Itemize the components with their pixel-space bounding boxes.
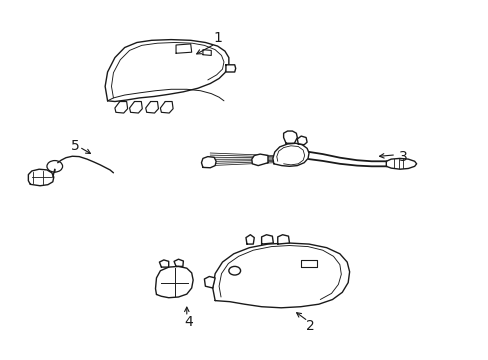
Polygon shape bbox=[297, 136, 306, 145]
Polygon shape bbox=[386, 158, 416, 169]
Polygon shape bbox=[159, 260, 168, 267]
Polygon shape bbox=[155, 266, 193, 298]
Polygon shape bbox=[129, 102, 142, 113]
Circle shape bbox=[228, 266, 240, 275]
Text: 5: 5 bbox=[71, 139, 80, 153]
Polygon shape bbox=[277, 235, 289, 244]
Text: 4: 4 bbox=[183, 315, 192, 329]
Polygon shape bbox=[212, 243, 349, 308]
Polygon shape bbox=[115, 102, 127, 113]
Text: 3: 3 bbox=[398, 150, 407, 163]
Polygon shape bbox=[261, 235, 273, 244]
Polygon shape bbox=[300, 260, 316, 267]
Polygon shape bbox=[160, 102, 173, 113]
Polygon shape bbox=[201, 157, 216, 168]
Polygon shape bbox=[176, 44, 191, 53]
Polygon shape bbox=[251, 154, 267, 166]
Polygon shape bbox=[204, 276, 215, 288]
Polygon shape bbox=[272, 143, 308, 166]
Circle shape bbox=[47, 161, 62, 172]
Polygon shape bbox=[28, 169, 54, 186]
Polygon shape bbox=[145, 102, 158, 113]
Polygon shape bbox=[105, 40, 228, 102]
Polygon shape bbox=[225, 65, 235, 72]
Polygon shape bbox=[283, 131, 297, 143]
Polygon shape bbox=[203, 50, 211, 55]
Text: 2: 2 bbox=[305, 319, 314, 333]
Polygon shape bbox=[174, 259, 183, 266]
Text: 1: 1 bbox=[213, 31, 222, 45]
Polygon shape bbox=[245, 235, 254, 244]
